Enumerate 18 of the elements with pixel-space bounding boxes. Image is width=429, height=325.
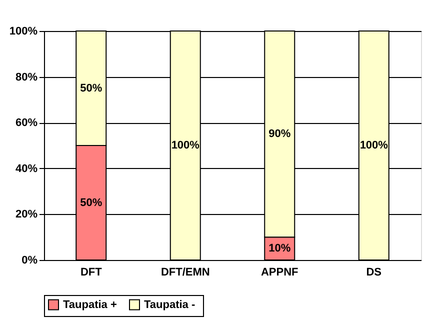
data-label: 100%: [171, 140, 200, 152]
legend-label: Taupatia -: [144, 298, 196, 311]
y-tick-label: 40%: [15, 162, 38, 175]
legend-label: Taupatia +: [63, 298, 117, 311]
data-label: 90%: [268, 128, 291, 140]
y-tick-label: 100%: [9, 26, 38, 38]
data-label: 50%: [80, 196, 102, 209]
y-tick-label: 20%: [15, 208, 38, 221]
data-label: 100%: [360, 140, 388, 152]
x-tick-label: DFT/EMN: [160, 266, 210, 278]
x-tick-label: DFT: [80, 266, 102, 278]
data-label: 10%: [268, 242, 291, 255]
y-tick-label: 60%: [15, 117, 38, 130]
x-tick-label: APPNF: [260, 266, 299, 278]
y-tick-label: 80%: [15, 71, 38, 84]
data-label: 50%: [80, 82, 102, 94]
y-tick-label: 0%: [22, 254, 38, 266]
x-tick-label: DS: [366, 266, 382, 278]
